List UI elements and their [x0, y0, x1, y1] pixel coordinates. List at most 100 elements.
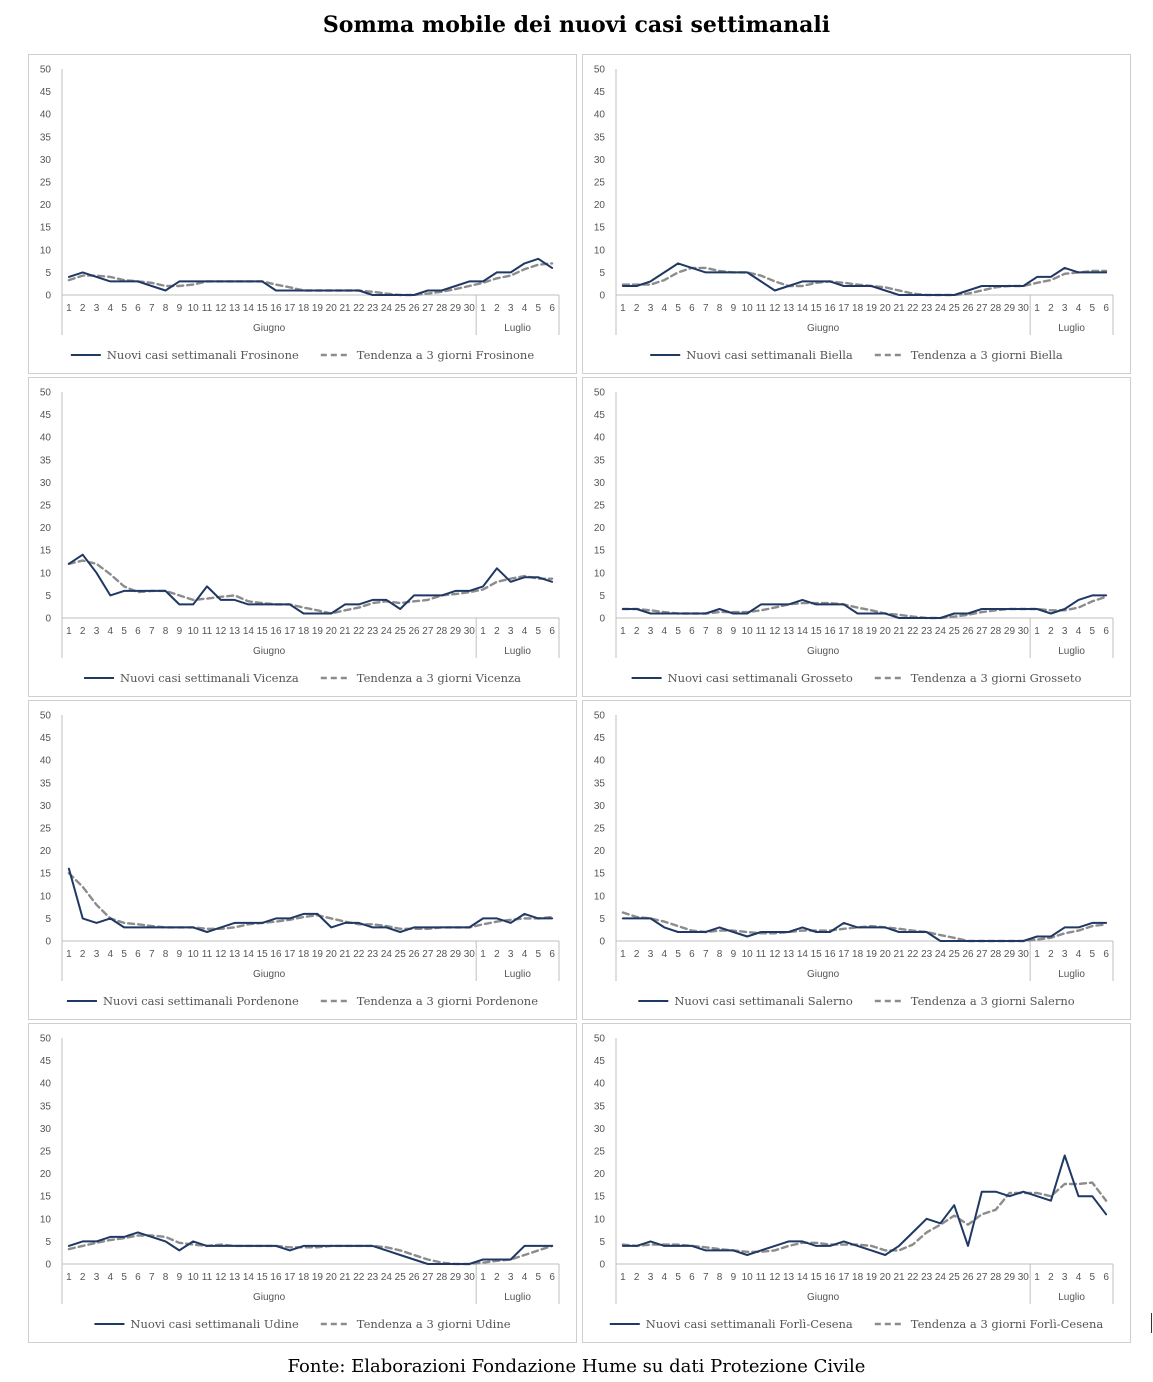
month-label: Giugno: [253, 323, 286, 334]
legend-item-cases: Nuovi casi settimanali Biella: [650, 348, 853, 362]
y-tick-label: 20: [594, 200, 606, 211]
y-tick-label: 20: [594, 523, 606, 534]
x-tick-label: 22: [353, 626, 365, 637]
y-tick-label: 30: [40, 155, 52, 166]
x-tick-label: 21: [893, 949, 905, 960]
x-tick-label: 11: [756, 949, 767, 960]
y-tick-label: 5: [599, 268, 605, 279]
x-tick-label: 6: [135, 303, 141, 314]
y-tick-label: 25: [594, 824, 606, 835]
y-tick-label: 10: [40, 1214, 52, 1225]
x-tick-label: 17: [838, 949, 850, 960]
x-tick-label: 8: [717, 626, 723, 637]
x-tick-label: 20: [326, 1272, 338, 1283]
chart-panel: 0 5 10 15 20 25 30 35 40 45 50 1 2 3 4 5 6 7 8 9 10 11 12 13 14 1…: [28, 1023, 577, 1343]
x-tick-label: 20: [880, 949, 892, 960]
y-tick-label: 50: [40, 388, 52, 399]
x-tick-label: 19: [866, 303, 878, 314]
y-tick-label: 25: [40, 1147, 52, 1158]
y-tick-label: 0: [45, 1260, 51, 1271]
x-tick-label: 5: [675, 949, 681, 960]
x-tick-label: 5: [536, 303, 542, 314]
x-tick-label: 1: [1034, 303, 1040, 314]
trend-series-line: [621, 595, 1108, 620]
x-tick-label: 13: [783, 626, 795, 637]
x-tick-label: 1: [66, 626, 72, 637]
x-tick-label: 2: [634, 303, 640, 314]
cases-series-line: [67, 257, 554, 296]
page-title: Somma mobile dei nuovi casi settimanali: [322, 12, 831, 38]
x-tick-label: 1: [1034, 626, 1040, 637]
x-tick-label: 12: [215, 1272, 227, 1283]
x-tick-label: 2: [494, 303, 500, 314]
x-tick-label: 12: [769, 949, 781, 960]
x-tick-label: 27: [976, 1272, 988, 1283]
y-tick-label: 5: [599, 591, 605, 602]
x-tick-label: 18: [298, 303, 310, 314]
x-tick-label: 23: [367, 626, 379, 637]
legend-item-cases: Nuovi casi settimanali Pordenone: [66, 994, 299, 1008]
legend-item-cases: Nuovi casi settimanali Forlì-Cesena: [609, 1317, 853, 1331]
x-tick-label: 12: [769, 303, 781, 314]
x-tick-label: 9: [731, 949, 737, 960]
x-tick-label: 3: [94, 303, 100, 314]
x-tick-label: 20: [880, 303, 892, 314]
x-tick-label: 24: [381, 626, 393, 637]
x-tick-label: 14: [243, 1272, 255, 1283]
x-tick-label: 18: [298, 949, 310, 960]
x-tick-label: 2: [1048, 949, 1054, 960]
x-tick-label: 26: [408, 1272, 420, 1283]
x-tick-label: 11: [202, 949, 213, 960]
y-tick-label: 40: [594, 1079, 606, 1090]
y-tick-label: 5: [45, 914, 51, 925]
x-tick-label: 8: [163, 1272, 169, 1283]
x-tick-label: 21: [339, 303, 351, 314]
x-tick-label: 6: [1103, 1272, 1109, 1283]
y-tick-label: 40: [594, 433, 606, 444]
x-tick-label: 21: [339, 626, 351, 637]
legend-label: Tendenza a 3 giorni Vicenza: [357, 671, 521, 685]
x-tick-label: 21: [339, 1272, 351, 1283]
x-tick-label: 16: [270, 303, 282, 314]
x-tick-label: 15: [811, 303, 823, 314]
month-label: Luglio: [1058, 323, 1085, 334]
y-tick-label: 50: [40, 711, 52, 722]
x-tick-label: 12: [215, 949, 227, 960]
x-tick-label: 6: [135, 949, 141, 960]
x-tick-label: 6: [135, 626, 141, 637]
x-tick-label: 19: [866, 1272, 878, 1283]
x-tick-label: 13: [783, 949, 795, 960]
y-tick-label: 40: [40, 1079, 52, 1090]
x-tick-label: 2: [634, 949, 640, 960]
x-tick-label: 6: [689, 1272, 695, 1283]
x-tick-label: 9: [731, 303, 737, 314]
x-tick-label: 20: [326, 949, 338, 960]
y-tick-label: 5: [45, 1237, 51, 1248]
y-tick-label: 5: [599, 1237, 605, 1248]
x-tick-label: 22: [353, 1272, 365, 1283]
legend-item-cases: Nuovi casi settimanali Vicenza: [84, 671, 299, 685]
chart-panel: 0 5 10 15 20 25 30 35 40 45 50 1 2 3 4 5 6 7 8 9 10 11 12 13 14 1…: [582, 377, 1131, 697]
cases-series-line: [621, 594, 1108, 619]
x-tick-label: 19: [866, 949, 878, 960]
y-tick-label: 40: [40, 110, 52, 121]
y-tick-label: 35: [40, 1101, 52, 1112]
chart-panel: 0 5 10 15 20 25 30 35 40 45 50 1 2 3 4 5 6 7 8 9 10 11 12 13 14 1…: [582, 700, 1131, 1020]
y-tick-label: 35: [40, 778, 52, 789]
x-tick-label: 22: [907, 626, 919, 637]
x-tick-label: 6: [549, 1272, 555, 1283]
legend-label: Nuovi casi settimanali Biella: [686, 348, 853, 362]
legend-label: Nuovi casi settimanali Udine: [130, 1317, 299, 1331]
x-tick-label: 14: [797, 1272, 809, 1283]
legend-item-trend: Tendenza a 3 giorni Pordenone: [320, 994, 538, 1008]
y-tick-label: 15: [594, 869, 606, 880]
y-tick-label: 50: [594, 65, 606, 76]
y-tick-label: 30: [40, 1124, 52, 1135]
x-tick-label: 29: [1004, 626, 1016, 637]
x-tick-label: 7: [703, 303, 709, 314]
x-tick-label: 29: [450, 626, 462, 637]
text-cursor-mark: [1151, 1313, 1152, 1333]
x-tick-label: 11: [202, 1272, 213, 1283]
